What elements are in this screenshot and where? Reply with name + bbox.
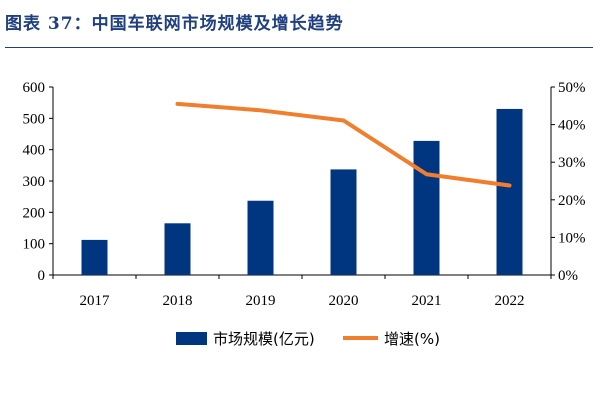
y-right-tick-label: 10%	[558, 230, 586, 246]
y-right-tick-label: 30%	[558, 155, 586, 171]
legend-bar-label: 市场规模(亿元)	[213, 329, 315, 348]
plot-area: 0 100 200 300 400 500 600 0% 10% 20% 30% 40% 50% 2017…	[23, 80, 586, 309]
y-right-tick-label: 50%	[558, 80, 586, 96]
y-left-tick-label: 600	[23, 80, 46, 96]
growth-line	[175, 101, 512, 188]
bar	[81, 239, 108, 275]
figure-title: 图表 37：中国车联网市场规模及增长趋势	[5, 14, 344, 34]
x-tick-label: 2021	[412, 293, 442, 309]
y-left-tick-label: 100	[23, 237, 46, 253]
y-right-tick-label: 20%	[558, 193, 586, 209]
y-left-tick-label: 200	[23, 205, 46, 221]
legend-line-label: 增速(%)	[384, 329, 440, 348]
legend: 市场规模(亿元) 增速(%)	[0, 325, 600, 351]
y-left-tick-label: 400	[23, 143, 46, 159]
legend-item-line: 增速(%)	[343, 325, 440, 351]
bar	[247, 200, 274, 275]
x-tick-label: 2019	[246, 293, 276, 309]
y-left-tick-label: 0	[38, 268, 46, 284]
y-left-tick-label: 300	[23, 174, 46, 190]
x-tick-label: 2020	[329, 293, 359, 309]
y-right-tick-label: 0%	[558, 268, 578, 284]
y-left-tick-label: 500	[23, 111, 46, 127]
bar	[330, 169, 357, 275]
legend-item-bar: 市场规模(亿元)	[176, 325, 315, 351]
y-right-tick-label: 40%	[558, 118, 586, 134]
bar	[496, 108, 523, 275]
legend-line-swatch	[343, 336, 378, 340]
title-divider	[5, 47, 593, 48]
bar	[164, 223, 191, 275]
bar	[413, 140, 440, 275]
legend-bar-swatch	[176, 331, 207, 345]
x-tick-label: 2017	[80, 293, 111, 309]
x-tick-label: 2018	[163, 293, 193, 309]
x-tick-label: 2022	[495, 293, 525, 309]
